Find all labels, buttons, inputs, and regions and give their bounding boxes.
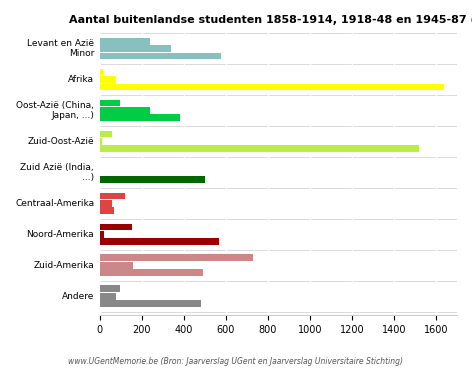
Bar [100,45,171,52]
Bar [100,107,150,114]
Text: www.UGentMemorie.be (Bron: Jaarverslag UGent en Jaarverslag Universitaire Sticht: www.UGentMemorie.be (Bron: Jaarverslag U… [68,357,404,366]
Bar [100,114,179,121]
Bar [100,84,445,90]
Bar [100,208,114,214]
Bar [100,200,112,207]
Bar [100,138,102,145]
Bar [100,262,133,269]
Bar [100,293,117,300]
Bar [100,192,125,199]
Bar [100,286,119,292]
Bar [100,131,112,137]
Title: Aantal buitenlandse studenten 1858-1914, 1918-48 en 1945-87 (2): Aantal buitenlandse studenten 1858-1914,… [68,15,472,25]
Bar [100,76,117,83]
Bar [100,300,201,307]
Bar [100,269,202,276]
Bar [100,231,104,238]
Bar [100,145,419,152]
Bar [100,53,220,59]
Bar [100,100,119,106]
Bar [100,238,219,245]
Bar [100,223,132,230]
Bar [100,255,253,261]
Bar [100,38,150,45]
Bar [100,69,103,75]
Bar [100,176,205,183]
